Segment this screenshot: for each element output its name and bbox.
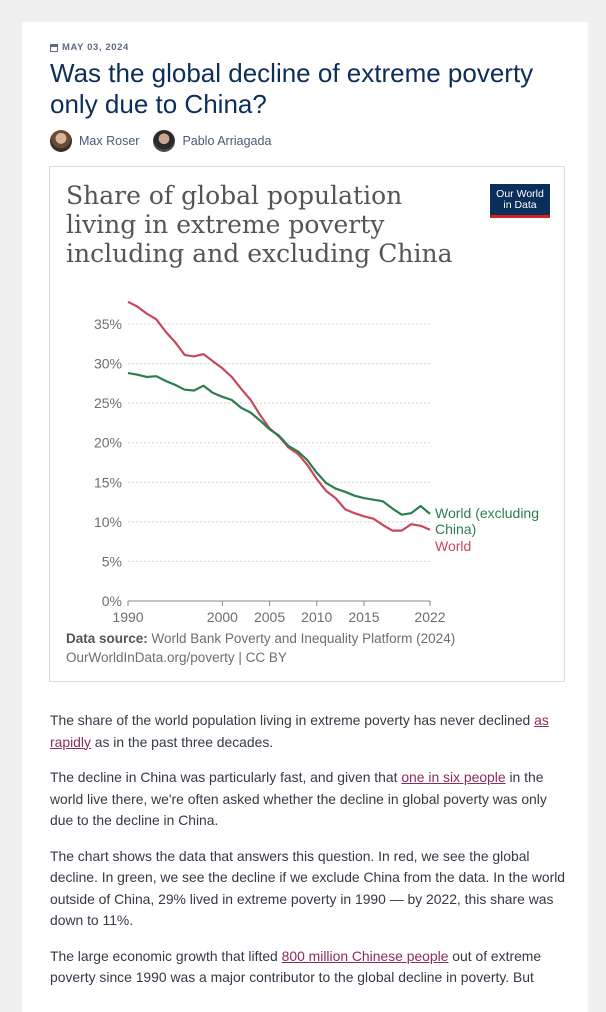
avatar [153, 130, 175, 152]
chart-container[interactable]: Share of global population living in ext… [49, 166, 565, 682]
article-card: MAY 03, 2024 Was the global decline of e… [22, 22, 588, 1012]
y-tick-label: 5% [102, 553, 122, 569]
publish-date: MAY 03, 2024 [50, 42, 129, 53]
y-tick-label: 35% [94, 316, 122, 332]
author-name[interactable]: Max Roser [79, 134, 139, 148]
paragraph: The share of the world population living… [50, 710, 570, 753]
y-tick-label: 30% [94, 356, 122, 372]
calendar-icon [50, 44, 58, 52]
link-one-in-six-people[interactable]: one in six people [401, 769, 505, 785]
series-label-world-excl-china-2: China) [435, 521, 476, 537]
y-tick-label: 25% [94, 395, 122, 411]
source-text: World Bank Poverty and Inequality Platfo… [152, 631, 456, 646]
x-tick-label: 2022 [414, 609, 445, 625]
author-name[interactable]: Pablo Arriagada [182, 134, 271, 148]
chart-source: Data source: World Bank Poverty and Ineq… [66, 629, 546, 667]
line-chart: 0% 5% 10% 15% 20% 25% 30% 35% 1990 2000 2005 2010 20… [50, 167, 566, 627]
text: The decline in China was particularly fa… [50, 769, 401, 785]
paragraph: The large economic growth that lifted 80… [50, 946, 570, 989]
article-body: The share of the world population living… [50, 710, 570, 1003]
source-label: Data source: [66, 631, 148, 646]
link-800-million-chinese-people[interactable]: 800 million Chinese people [282, 948, 449, 964]
author-pablo-arriagada[interactable]: Pablo Arriagada [153, 130, 271, 152]
y-tick-label: 10% [94, 514, 122, 530]
y-tick-label: 20% [94, 435, 122, 451]
series-label-world-excl-china: World (excluding [435, 505, 539, 521]
source-url[interactable]: OurWorldInData.org/poverty | CC BY [66, 650, 287, 665]
y-tick-label: 0% [102, 593, 122, 609]
paragraph: The decline in China was particularly fa… [50, 767, 570, 832]
article-title: Was the global decline of extreme povert… [50, 58, 570, 120]
series-label-world: World [435, 538, 471, 554]
text: as in the past three decades. [91, 734, 273, 750]
x-tick-label: 2010 [301, 609, 332, 625]
paragraph: The chart shows the data that answers th… [50, 846, 570, 932]
text: The large economic growth that lifted [50, 948, 282, 964]
x-tick-label: 2000 [207, 609, 238, 625]
publish-date-text: MAY 03, 2024 [62, 42, 129, 53]
x-tick-label: 1990 [112, 609, 143, 625]
series-line-world [128, 302, 430, 531]
text: The share of the world population living… [50, 712, 534, 728]
x-tick-label: 2005 [254, 609, 285, 625]
series-line-world-excluding-china [128, 373, 430, 515]
x-tick-label: 2015 [348, 609, 379, 625]
y-tick-label: 15% [94, 474, 122, 490]
avatar [50, 130, 72, 152]
author-max-roser[interactable]: Max Roser [50, 130, 139, 152]
author-list: Max Roser Pablo Arriagada [50, 130, 271, 152]
